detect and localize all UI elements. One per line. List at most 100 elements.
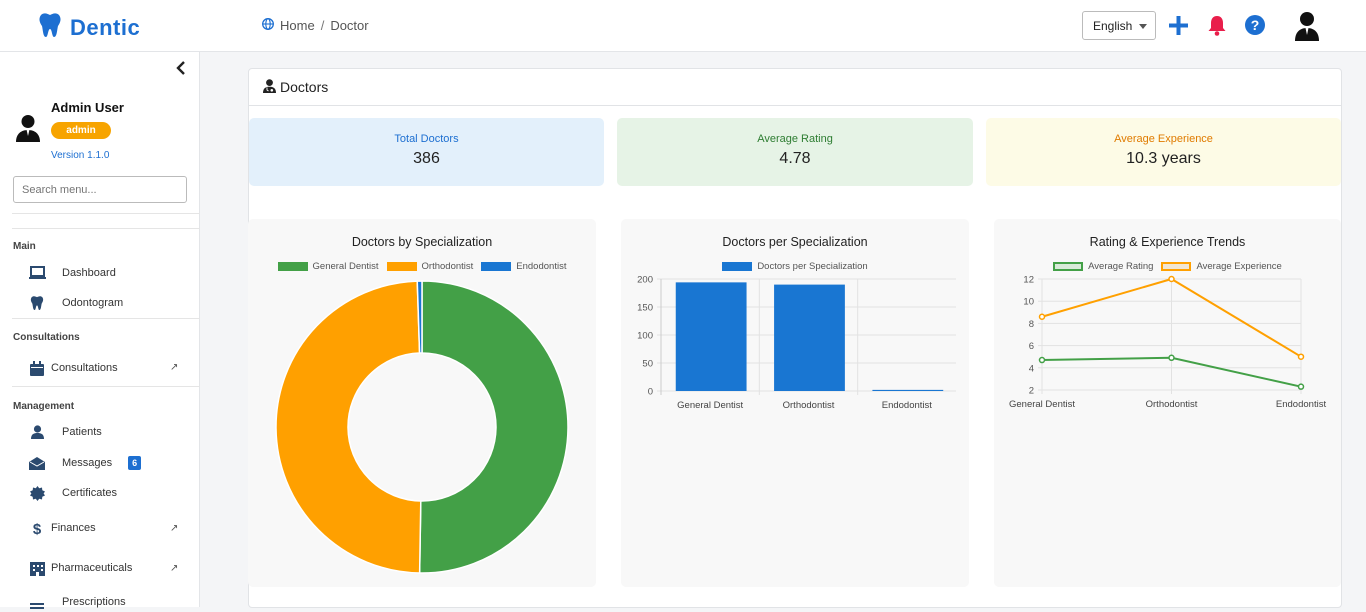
- x-tick-label: Endodontist: [1276, 399, 1327, 410]
- y-tick-label: 10: [1023, 297, 1034, 308]
- legend-item[interactable]: Average Experience: [1161, 261, 1282, 272]
- calendar-icon: [28, 360, 46, 376]
- sidebar-item-label: Finances: [51, 522, 96, 534]
- y-tick-label: 200: [637, 275, 653, 286]
- chart-title: Doctors by Specialization: [351, 235, 493, 249]
- sidebar-item-odontogram[interactable]: Odontogram: [28, 293, 123, 313]
- app-name: Dentic: [70, 14, 141, 40]
- submenu-arrow-icon: ↗: [170, 523, 179, 534]
- tooth-logo-icon: [38, 12, 62, 43]
- sidebar: Admin User admin Version 1.1.0 Main Dash…: [0, 52, 200, 609]
- x-tick-label: Orthodontist: [1146, 399, 1198, 410]
- legend-label: Doctors per Specialization: [757, 261, 868, 272]
- divider: [12, 386, 200, 387]
- svg-text:$: $: [33, 521, 42, 536]
- sidebar-item-label: Messages: [62, 457, 113, 469]
- sidebar-item-label: Certificates: [62, 487, 118, 499]
- legend-swatch: [481, 262, 512, 271]
- y-tick-label: 150: [637, 303, 653, 314]
- section-title-management: Management: [13, 401, 75, 412]
- dollar-icon: $: [28, 520, 46, 536]
- search-menu-input[interactable]: [13, 176, 187, 203]
- x-tick-label: Orthodontist: [783, 400, 835, 411]
- y-tick-label: 100: [637, 331, 653, 342]
- divider: [12, 318, 200, 319]
- sidebar-item-label: Patients: [62, 426, 102, 438]
- envelope-icon: [28, 456, 46, 470]
- add-icon[interactable]: [1169, 16, 1188, 40]
- tooth-icon: [28, 295, 46, 311]
- legend-swatch: [1161, 262, 1192, 271]
- sidebar-item-label: Dashboard: [62, 267, 116, 279]
- data-point-average-rating: [1038, 356, 1046, 364]
- svg-text:?: ?: [1251, 17, 1260, 33]
- version-label: Version 1.1.0: [51, 150, 110, 161]
- sidebar-item-label: Pharmaceuticals: [51, 562, 133, 574]
- user-avatar-icon[interactable]: [1293, 11, 1321, 46]
- legend-item[interactable]: General Dentist: [277, 261, 379, 272]
- data-point-average-experience: [1168, 275, 1175, 283]
- chart-legend: General Dentist Orthodontist Endodontist: [248, 261, 596, 272]
- chart-card-rating-experience: Rating & Experience Trends Average Ratin…: [994, 219, 1341, 587]
- submenu-arrow-icon: ↗: [170, 362, 179, 373]
- sidebar-item-certificates[interactable]: Certificates: [28, 483, 117, 503]
- x-tick-label: Endodontist: [882, 400, 933, 411]
- chart-card-doctors-per-specialization: Doctors per Specialization Doctors per S…: [621, 219, 969, 587]
- data-point-average-experience: [1038, 313, 1046, 320]
- legend-label: Orthodontist: [421, 261, 474, 272]
- legend-label: General Dentist: [312, 261, 379, 272]
- legend-swatch: [277, 262, 308, 271]
- submenu-arrow-icon: ↗: [170, 563, 179, 574]
- legend-item[interactable]: Average Rating: [1053, 261, 1153, 272]
- sidebar-item-dashboard[interactable]: Dashboard: [28, 263, 116, 283]
- messages-count-badge: 6: [128, 456, 142, 470]
- breadcrumb-current: Doctor: [330, 18, 369, 33]
- language-select[interactable]: English: [1082, 11, 1156, 40]
- bar: [872, 389, 944, 391]
- legend-item[interactable]: Endodontist: [481, 261, 566, 272]
- legend-label: Endodontist: [516, 261, 567, 272]
- sidebar-item-label: Consultations: [51, 362, 118, 374]
- bar-chart: 0 50 100 150 200 General Dentist Orthodontist E…: [637, 275, 956, 411]
- sidebar-item-consultations[interactable]: Consultations: [28, 358, 118, 378]
- top-bar: Dentic Home / Doctor English ?: [0, 0, 1366, 52]
- stat-value: 10.3 years: [1126, 150, 1201, 167]
- stat-card-total-doctors: Total Doctors 386: [249, 118, 604, 186]
- section-title-consultations: Consultations: [13, 332, 80, 343]
- doctor-icon: [263, 78, 276, 96]
- legend-swatch: [386, 262, 417, 271]
- collapse-sidebar-button[interactable]: [175, 61, 187, 80]
- chart-legend: Average Rating Average Experience: [994, 261, 1341, 272]
- line-chart: 2 4 6 8 10 12 General Dentist Orthodontist Endod…: [1009, 275, 1327, 411]
- sidebar-item-pharmaceuticals[interactable]: Pharmaceuticals: [28, 558, 132, 578]
- role-badge: admin: [51, 122, 111, 139]
- app-logo[interactable]: Dentic: [38, 12, 140, 43]
- stat-value: 4.78: [779, 150, 811, 167]
- pie-slice-orthodontist: [275, 280, 422, 574]
- panel-header: Doctors: [249, 69, 1341, 106]
- language-select-value: English: [1093, 18, 1133, 33]
- bell-icon[interactable]: [1207, 15, 1227, 41]
- chart-title: Doctors per Specialization: [722, 235, 868, 249]
- legend-label: Average Rating: [1088, 261, 1154, 272]
- legend-item[interactable]: Orthodontist: [386, 261, 474, 272]
- data-point-average-rating: [1297, 383, 1305, 390]
- globe-icon: [262, 18, 274, 33]
- sidebar-item-label: Odontogram: [62, 297, 124, 309]
- sidebar-item-finances[interactable]: $ Finances: [28, 518, 96, 538]
- doughnut-chart: [275, 280, 569, 574]
- laptop-icon: [28, 266, 46, 280]
- section-title-main: Main: [13, 241, 36, 252]
- sidebar-item-messages[interactable]: Messages 6: [28, 453, 142, 473]
- legend-label: Average Experience: [1196, 261, 1282, 272]
- stat-label: Average Rating: [757, 133, 833, 145]
- chart-title: Rating & Experience Trends: [1089, 235, 1246, 249]
- help-icon[interactable]: ?: [1245, 15, 1265, 40]
- sidebar-item-label: Prescriptions: [62, 596, 126, 608]
- bar: [774, 284, 845, 391]
- sidebar-item-prescriptions[interactable]: Prescriptions: [28, 592, 126, 612]
- user-name: Admin User: [51, 100, 124, 115]
- sidebar-item-patients[interactable]: Patients: [28, 422, 102, 442]
- breadcrumb-home-link[interactable]: Home: [280, 18, 315, 33]
- legend-item[interactable]: Doctors per Specialization: [722, 261, 868, 272]
